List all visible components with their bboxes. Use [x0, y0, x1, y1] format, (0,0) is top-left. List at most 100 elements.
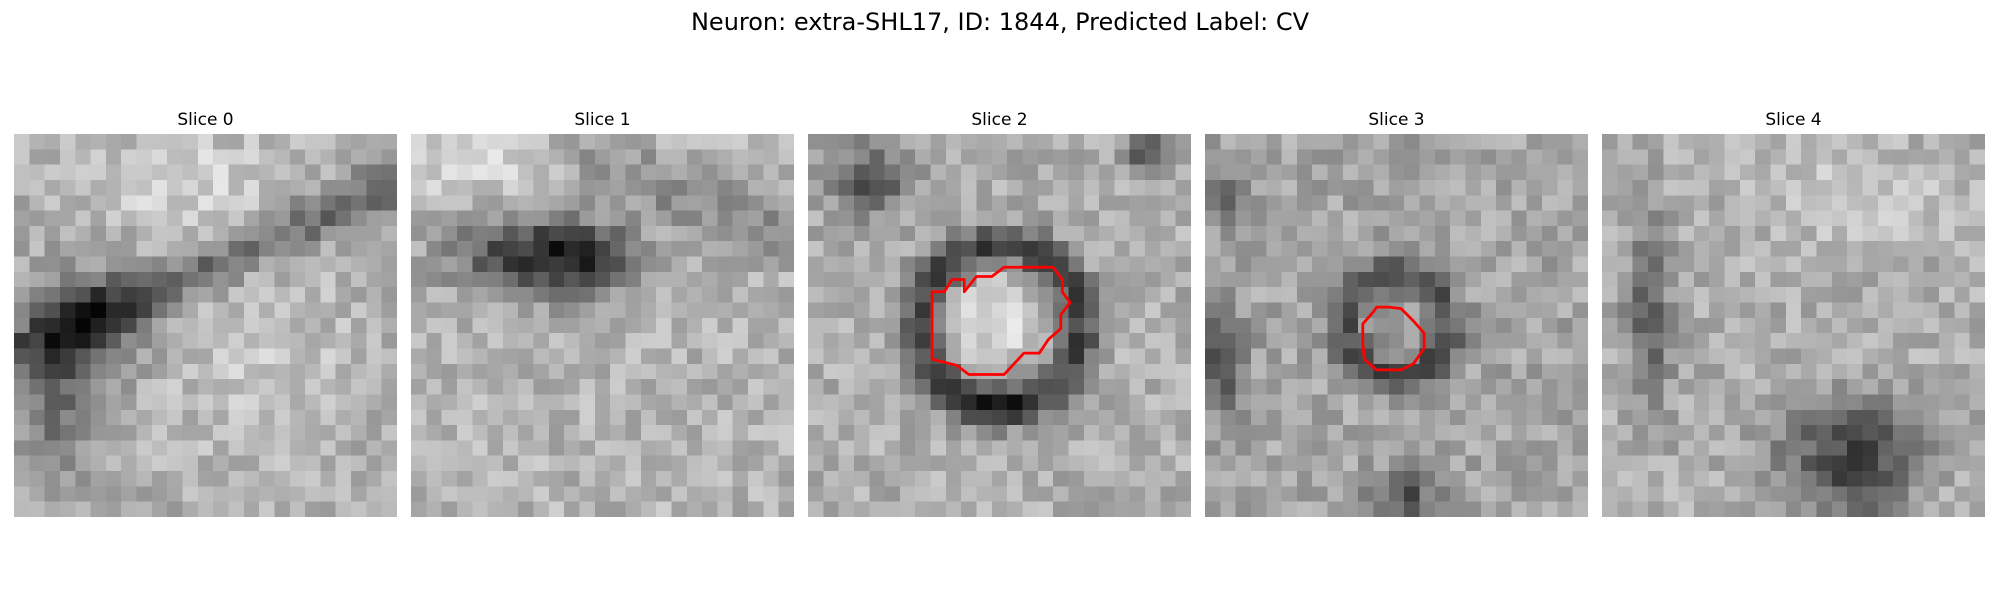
pixel — [1176, 241, 1191, 257]
pixel — [1663, 211, 1679, 227]
pixel — [687, 180, 703, 196]
pixel — [1297, 486, 1313, 502]
pixel — [518, 303, 534, 319]
pixel — [1084, 471, 1100, 487]
pixel — [457, 287, 473, 303]
pixel — [931, 195, 947, 211]
pixel — [1801, 287, 1817, 303]
pixel — [1771, 257, 1787, 273]
pixel — [1954, 410, 1970, 426]
pixel — [748, 425, 764, 441]
pixel — [244, 425, 260, 441]
pixel — [244, 303, 260, 319]
pixel — [1236, 211, 1252, 227]
pixel — [411, 425, 427, 441]
pixel — [885, 226, 901, 242]
pixel — [152, 272, 168, 288]
pixel — [1053, 425, 1069, 441]
pixel — [198, 241, 214, 257]
pixel — [779, 257, 794, 273]
pixel — [1374, 195, 1390, 211]
pixel — [885, 379, 901, 395]
pixel — [1801, 241, 1817, 257]
pixel — [290, 318, 306, 334]
pixel — [1954, 440, 1970, 456]
pixel — [60, 379, 76, 395]
pixel — [1130, 440, 1146, 456]
pixel — [1374, 180, 1390, 196]
pixel — [503, 134, 519, 150]
pixel — [1786, 348, 1802, 364]
pixel — [1236, 241, 1252, 257]
pixel — [518, 425, 534, 441]
pixel — [1205, 486, 1221, 502]
pixel — [641, 226, 657, 242]
pixel — [1176, 348, 1191, 364]
pixel — [1573, 211, 1588, 227]
pixel — [60, 410, 76, 426]
pixel — [1617, 134, 1633, 150]
pixel — [1709, 486, 1725, 502]
pixel — [961, 502, 977, 517]
pixel — [1328, 348, 1344, 364]
pixel — [763, 180, 779, 196]
pixel — [1328, 410, 1344, 426]
pixel — [748, 149, 764, 165]
pixel — [1374, 486, 1390, 502]
pixel — [1786, 149, 1802, 165]
pixel — [1114, 486, 1130, 502]
pixel — [1954, 241, 1970, 257]
pixel — [320, 394, 336, 410]
pixel — [1312, 211, 1328, 227]
pixel — [961, 180, 977, 196]
pixel — [1374, 394, 1390, 410]
pixel — [992, 241, 1008, 257]
pixel — [1389, 211, 1405, 227]
pixel — [198, 318, 214, 334]
pixel — [1893, 348, 1909, 364]
pixel — [1282, 394, 1298, 410]
pixel — [1297, 165, 1313, 181]
pixel — [717, 456, 733, 472]
pixel — [45, 257, 61, 273]
pixel — [1648, 486, 1664, 502]
pixel — [1847, 348, 1863, 364]
pixel — [518, 211, 534, 227]
pixel — [1633, 333, 1649, 349]
pixel — [518, 348, 534, 364]
pixel — [823, 440, 839, 456]
pixel — [14, 287, 30, 303]
pixel — [1557, 241, 1573, 257]
pixel — [610, 364, 626, 380]
pixel — [671, 364, 687, 380]
pixel — [733, 486, 749, 502]
pixel — [1343, 180, 1359, 196]
pixel — [14, 394, 30, 410]
pixel — [305, 440, 321, 456]
pixel — [1832, 394, 1848, 410]
pixel — [290, 333, 306, 349]
pixel — [1297, 410, 1313, 426]
pixel — [702, 149, 718, 165]
pixel — [320, 195, 336, 211]
pixel — [702, 272, 718, 288]
pixel — [1450, 226, 1466, 242]
pixel — [946, 348, 962, 364]
pixel — [1282, 272, 1298, 288]
pixel — [1725, 195, 1741, 211]
pixel — [564, 134, 580, 150]
pixel — [1648, 348, 1664, 364]
pixel — [580, 226, 596, 242]
pixel — [1465, 287, 1481, 303]
pixel — [1022, 318, 1038, 334]
pixel — [1312, 134, 1328, 150]
pixel — [1114, 303, 1130, 319]
pixel — [411, 502, 427, 517]
pixel — [1404, 456, 1420, 472]
pixel — [244, 364, 260, 380]
pixel — [763, 456, 779, 472]
pixel — [336, 134, 352, 150]
pixel — [382, 318, 397, 334]
pixel — [1740, 364, 1756, 380]
pixel — [671, 195, 687, 211]
